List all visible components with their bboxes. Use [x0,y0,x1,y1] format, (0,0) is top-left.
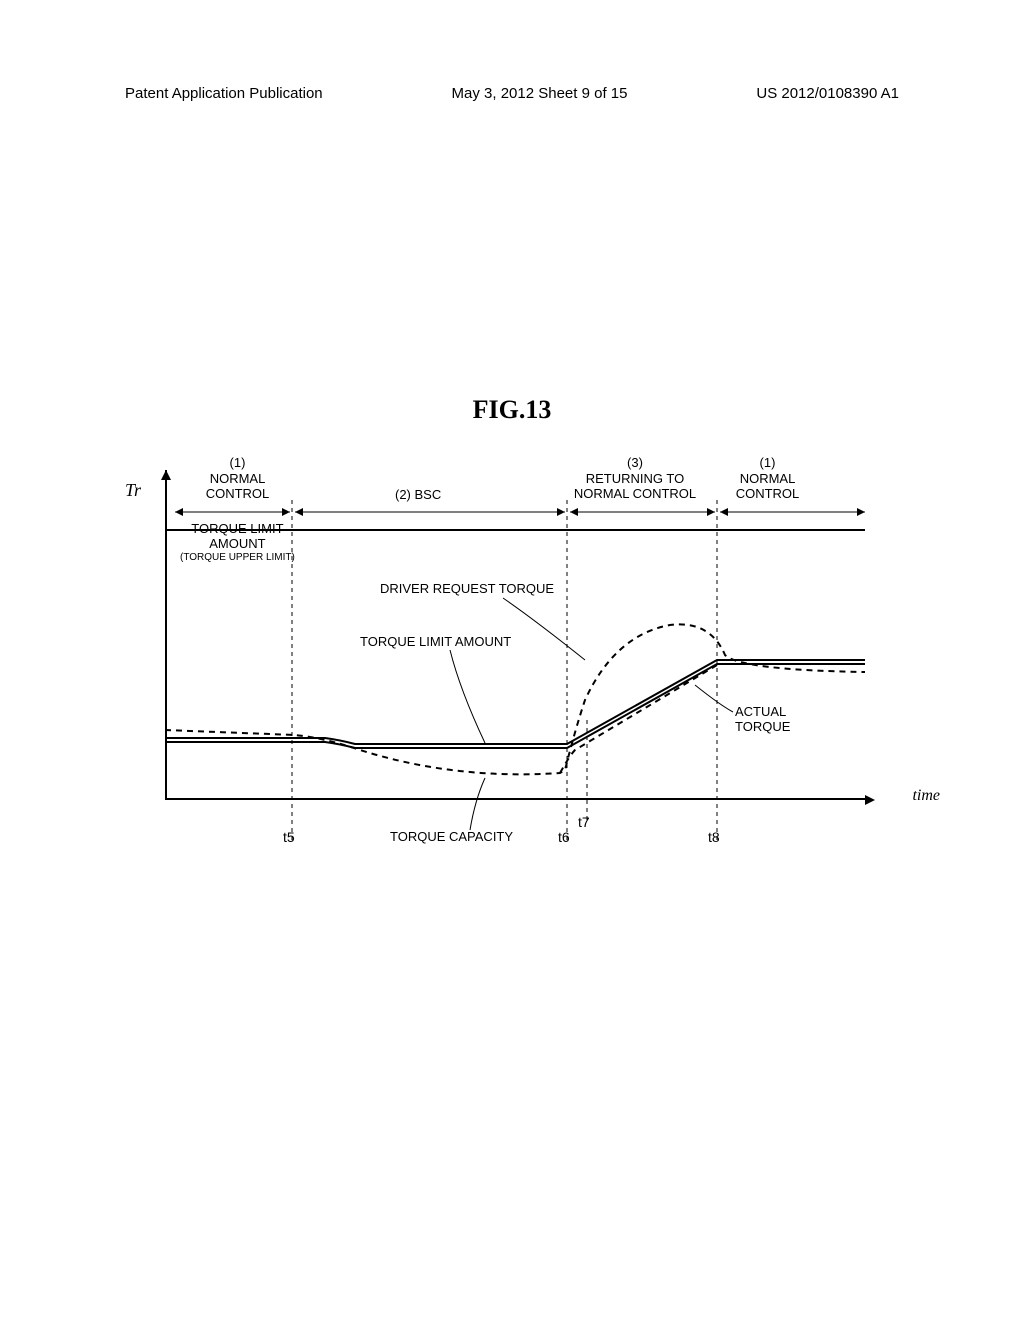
x-axis-label: time [912,787,940,805]
tick-t8: t8 [708,829,720,845]
torque-limit-amount-label: TORQUE LIMIT AMOUNT [360,635,511,650]
actual-torque-label: ACTUAL TORQUE [735,705,790,735]
tick-t7: t7 [578,814,590,830]
x-axis-arrow [865,795,875,805]
torque-capacity-label: TORQUE CAPACITY [390,830,513,845]
figure-title: FIG.13 [473,395,552,425]
driver-request-label: DRIVER REQUEST TORQUE [380,582,554,597]
page-header: Patent Application Publication May 3, 20… [0,85,1024,102]
y-axis [165,470,167,800]
y-axis-label: Tr [125,480,141,501]
chart-area: Tr time (1) NORMAL CONTROL (2) BSC (3) R… [165,460,900,890]
tick-t5: t5 [283,829,295,845]
x-axis [165,798,865,800]
y-axis-arrow [161,470,171,480]
header-center: May 3, 2012 Sheet 9 of 15 [452,85,628,102]
torque-limit-upper-label: TORQUE LIMIT AMOUNT (TORQUE UPPER LIMIT) [180,522,295,563]
header-left: Patent Application Publication [125,85,323,102]
header-right: US 2012/0108390 A1 [756,85,899,102]
tick-t6: t6 [558,829,570,845]
